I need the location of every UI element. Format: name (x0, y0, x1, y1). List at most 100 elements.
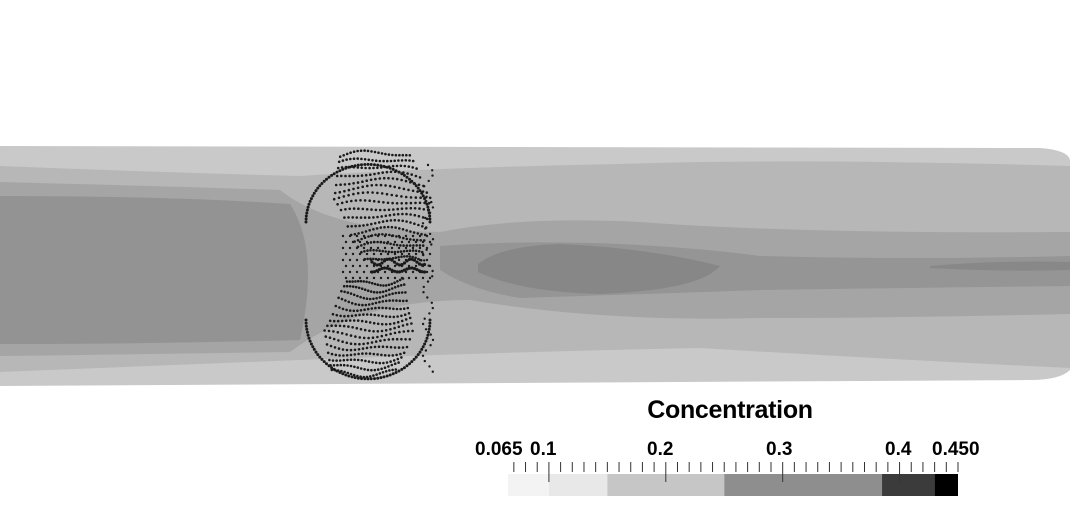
particle (430, 200, 433, 204)
particle (347, 216, 350, 219)
particle (399, 244, 402, 247)
particle (348, 246, 352, 250)
particle (326, 351, 330, 355)
particle (428, 252, 432, 256)
particle (392, 260, 397, 264)
particle (344, 276, 348, 280)
particle (369, 163, 373, 166)
particle (360, 157, 363, 161)
particle (386, 225, 390, 229)
particle (347, 188, 351, 192)
particle (411, 249, 415, 252)
particle (390, 282, 394, 286)
particle (365, 252, 369, 256)
particle (402, 173, 406, 177)
particle (357, 303, 361, 307)
particle (361, 352, 364, 355)
particle (359, 149, 363, 152)
particle (358, 342, 361, 346)
particle-cloud (304, 149, 435, 381)
particle (380, 334, 384, 338)
particle (412, 231, 416, 234)
particle (356, 239, 360, 242)
particle (406, 172, 409, 175)
particle (341, 340, 344, 344)
particle (375, 269, 379, 273)
particle (376, 283, 380, 287)
particle (328, 336, 332, 340)
particle (387, 283, 391, 287)
particle (430, 301, 433, 304)
particle (391, 164, 395, 168)
particle (400, 314, 403, 318)
particle (355, 326, 359, 330)
particle (400, 291, 404, 294)
particle (348, 319, 352, 322)
particle (422, 253, 425, 257)
particle (395, 299, 398, 302)
particle (356, 157, 360, 160)
particle (320, 182, 324, 185)
particle (381, 295, 385, 298)
particle (346, 358, 349, 362)
particle (403, 313, 407, 317)
particle (348, 207, 352, 211)
particle (395, 177, 399, 181)
particle (367, 336, 370, 340)
particle (399, 284, 403, 287)
legend-tick-label-max: 0.450 (932, 439, 980, 460)
particle (380, 266, 384, 271)
particle (345, 152, 349, 156)
particle (384, 315, 388, 318)
particle (431, 206, 435, 209)
particle (381, 290, 385, 294)
particle (354, 224, 357, 228)
particle (400, 159, 404, 162)
particle (401, 219, 405, 223)
particle (414, 184, 418, 188)
particle (424, 328, 428, 331)
particle (382, 266, 387, 270)
particle (382, 361, 385, 365)
particle (385, 266, 389, 270)
particle (414, 240, 418, 244)
particle (392, 213, 396, 216)
particle (356, 376, 360, 380)
particle (421, 222, 425, 225)
particle (348, 309, 352, 312)
particle (377, 267, 382, 272)
channel-contours (0, 146, 1070, 386)
particle (348, 165, 352, 169)
particle (405, 299, 408, 303)
particle (405, 237, 409, 241)
particle (346, 291, 350, 294)
particle (413, 213, 417, 217)
particle (351, 216, 355, 219)
particle (361, 231, 364, 234)
particle (379, 376, 383, 380)
particle (368, 352, 372, 355)
particle (389, 345, 393, 349)
particle (358, 264, 362, 268)
particle (377, 151, 380, 154)
particle (414, 355, 418, 359)
particle (364, 320, 368, 324)
particle (389, 332, 392, 336)
particle (406, 306, 410, 310)
particle (411, 189, 415, 193)
particle (388, 373, 392, 377)
particle (360, 287, 364, 291)
particle (335, 170, 339, 174)
particle (356, 181, 360, 184)
particle (325, 362, 328, 366)
particle (365, 208, 369, 211)
particle (342, 324, 346, 328)
particle (395, 202, 399, 205)
particle (377, 314, 380, 317)
particle (400, 252, 404, 256)
particle (361, 347, 365, 350)
particle (396, 250, 400, 254)
particle (331, 359, 335, 362)
particle (351, 280, 354, 283)
particle (391, 337, 395, 341)
